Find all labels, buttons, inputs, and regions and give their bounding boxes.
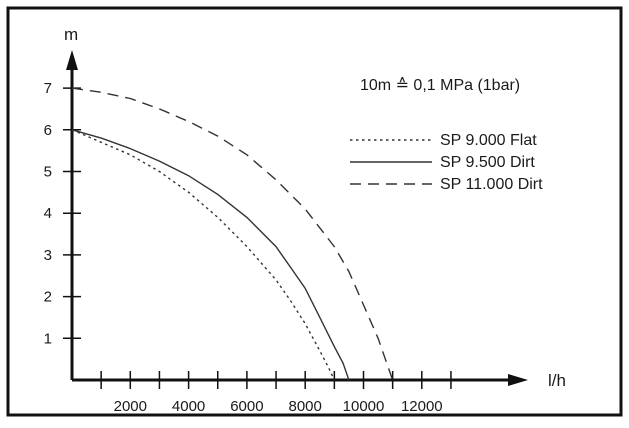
x-tick-label: 6000 bbox=[230, 398, 263, 415]
y-tick-label: 5 bbox=[44, 164, 52, 181]
legend-label-3: SP 11.000 Dirt bbox=[440, 176, 543, 193]
y-tick-label: 4 bbox=[44, 205, 52, 222]
y-tick-label: 7 bbox=[44, 80, 52, 97]
x-tick-label: 4000 bbox=[172, 398, 205, 415]
y-tick-label: 2 bbox=[44, 289, 52, 306]
x-axis-arrow bbox=[508, 374, 528, 386]
tick-labels: 2000 4000 6000 8000 10000 12000 1 2 3 4 5 6 7 bbox=[44, 80, 443, 415]
legend-label-2: SP 9.500 Dirt bbox=[440, 154, 535, 171]
axes bbox=[66, 50, 528, 386]
x-axis-label: l/h bbox=[548, 371, 566, 390]
y-tick-label: 1 bbox=[44, 330, 52, 347]
x-tick-label: 2000 bbox=[114, 398, 147, 415]
y-axis-label: m bbox=[64, 25, 78, 44]
series-lines bbox=[71, 87, 394, 381]
y-axis-arrow bbox=[66, 50, 78, 70]
series-line-3 bbox=[71, 87, 394, 381]
legend-label-1: SP 9.000 Flat bbox=[440, 132, 537, 149]
y-tick-label: 3 bbox=[44, 247, 52, 264]
chart-border bbox=[6, 6, 623, 417]
x-tick-label: 12000 bbox=[401, 398, 443, 415]
unit-annotation: 10m ≙ 0,1 MPa (1bar) bbox=[360, 77, 520, 94]
x-tick-label: 10000 bbox=[343, 398, 385, 415]
y-tick-label: 6 bbox=[44, 122, 52, 139]
series-line-2 bbox=[71, 129, 350, 381]
x-tick-label: 8000 bbox=[289, 398, 322, 415]
series-line-1 bbox=[71, 129, 335, 381]
legend: SP 9.000 Flat SP 9.500 Dirt SP 11.000 Dirt bbox=[350, 132, 543, 193]
ticks bbox=[63, 87, 452, 389]
